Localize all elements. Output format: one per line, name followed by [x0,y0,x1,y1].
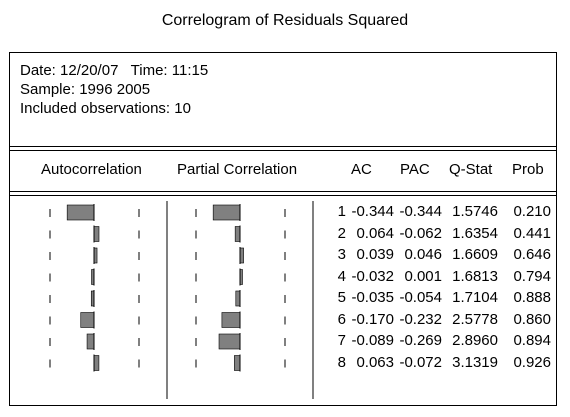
pac-value: -0.344 [399,203,442,220]
divider [10,191,556,192]
ac-bar [66,204,95,221]
pac-value: -0.232 [399,310,442,328]
pac-value: -0.072 [399,353,442,371]
lag-value: 3 [337,246,346,263]
page-title: Correlogram of Residuals Squared [161,12,409,29]
ac-value: -0.089 [351,332,394,349]
pac-value: 0.046 [404,246,442,263]
header-prob: Prob [512,161,544,178]
ac-bar [93,355,100,371]
ac-bar [86,333,95,350]
pac-bar [218,333,241,350]
qstat-value: 2.8960 [452,332,498,349]
pac-bar [234,226,241,242]
lag-value: 6 [337,310,346,328]
lag-value: 8 [337,353,346,371]
prob-value: 0.926 [513,353,551,371]
lag-value: 7 [337,332,346,349]
prob-value: 0.860 [513,310,551,328]
pac-value: -0.269 [399,332,442,349]
header-ac: AC [351,161,372,178]
qstat-value: 3.1319 [452,353,498,371]
ac-value: 0.064 [356,224,394,242]
prob-value: 0.894 [513,332,551,349]
qstat-value: 1.6354 [452,224,498,242]
qstat-value: 1.5746 [452,203,498,220]
qstat-value: 2.5778 [452,310,498,328]
qstat-value: 1.7104 [452,289,498,306]
ac-value: -0.344 [351,203,394,220]
pac-bar [212,204,241,221]
pac-bar [221,312,241,328]
lag-value: 4 [337,267,346,285]
prob-value: 0.210 [513,203,551,220]
lag-value: 5 [337,289,346,306]
ac-value: -0.032 [351,267,394,285]
pac-value: -0.062 [399,224,442,242]
correlogram-plot [49,201,314,399]
lag-value: 1 [337,203,346,220]
divider [10,146,556,147]
header-pac: PAC [400,161,430,178]
prob-value: 0.794 [513,267,551,285]
pac-bar [235,290,241,307]
prob-value: 0.646 [513,246,551,263]
header-partial-correlation: Partial Correlation [177,161,298,178]
pac-bar [239,247,244,264]
ac-value: -0.170 [351,310,394,328]
divider [10,195,556,196]
pac-value: 0.001 [404,267,442,285]
pac-bar [234,355,241,371]
correlogram-table: Date: 12/20/07 Time: 11:15 Sample: 1996 … [9,52,557,406]
ac-value: -0.035 [351,289,394,306]
header-qstat: Q-Stat [449,161,493,178]
date-time-line: Date: 12/20/07 Time: 11:15 [20,62,209,79]
ac-bar [93,226,100,242]
qstat-value: 1.6813 [452,267,498,285]
divider [10,150,556,151]
pac-value: -0.054 [399,289,442,306]
header-autocorrelation: Autocorrelation [41,161,142,178]
ac-bar [80,312,95,328]
prob-value: 0.441 [513,224,551,242]
prob-value: 0.888 [513,289,551,306]
qstat-value: 1.6609 [452,246,498,263]
sample-line: Sample: 1996 2005 [20,81,151,98]
ac-value: 0.063 [356,353,394,371]
observations-line: Included observations: 10 [20,100,191,117]
ac-value: 0.039 [356,246,394,263]
info-block: Date: 12/20/07 Time: 11:15 Sample: 1996 … [20,61,208,118]
lag-value: 2 [337,224,346,242]
